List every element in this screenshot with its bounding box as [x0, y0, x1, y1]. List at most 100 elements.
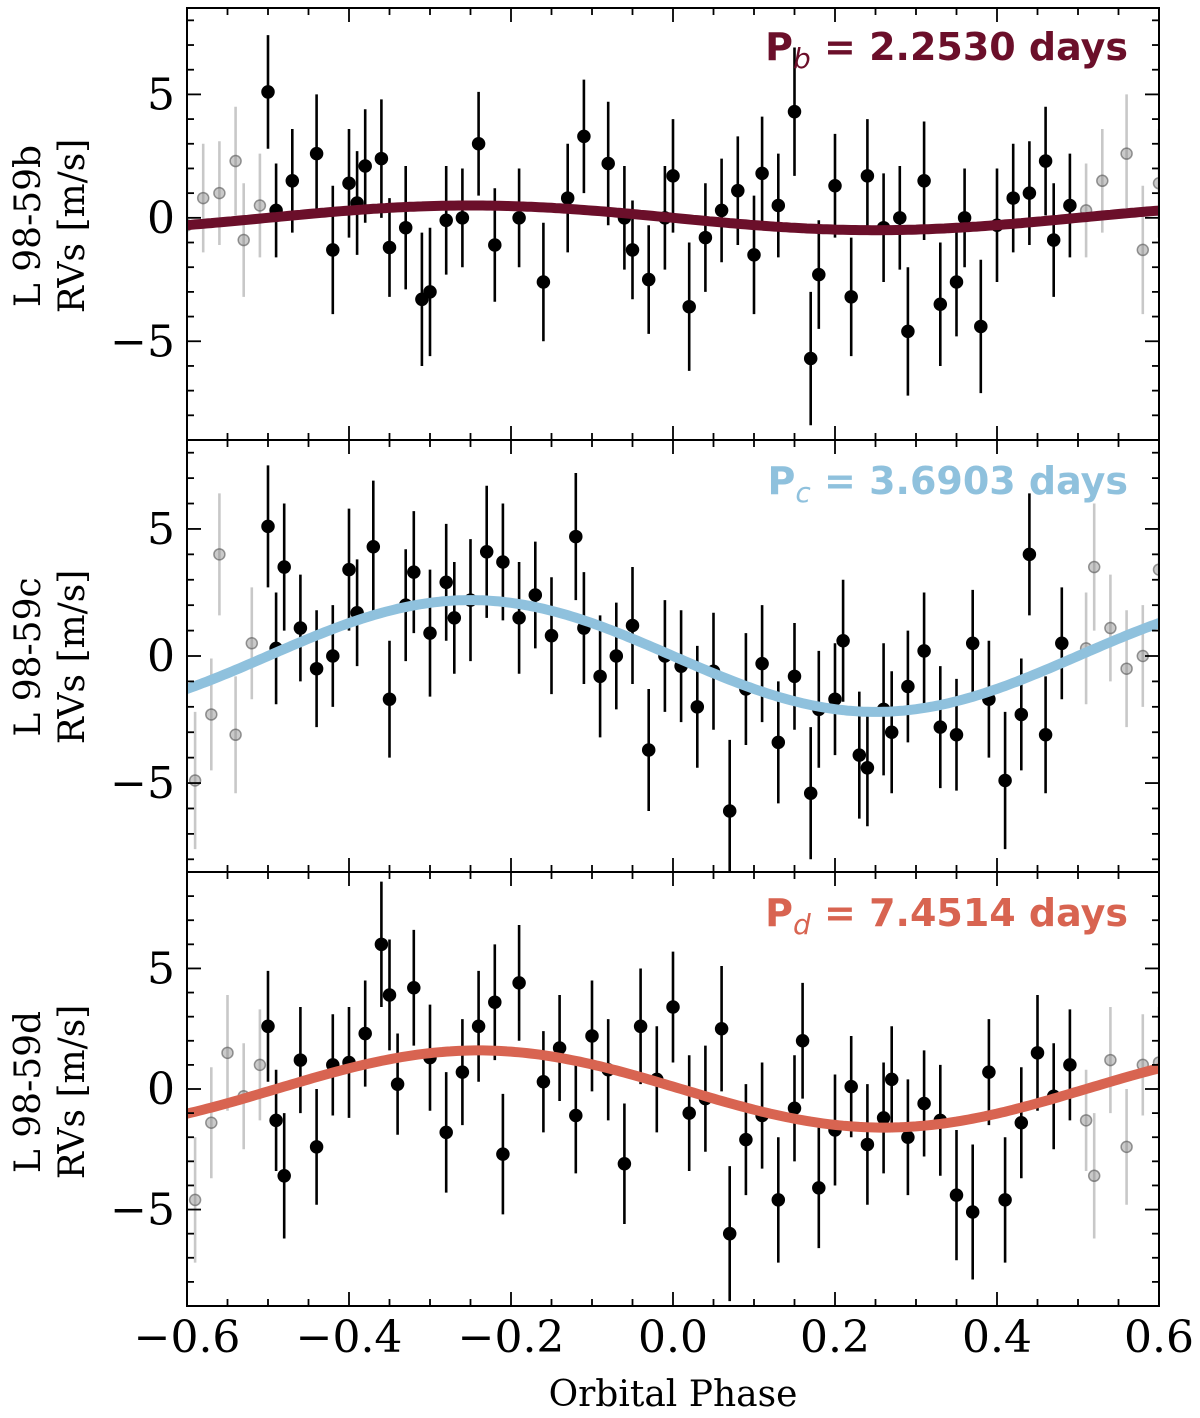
wrapped-data-point — [253, 153, 267, 258]
data-point — [326, 605, 340, 707]
wrapped-data-point — [253, 1009, 267, 1121]
point-marker — [1014, 1116, 1029, 1130]
point-marker — [479, 545, 494, 559]
point-marker — [787, 1101, 802, 1116]
data-point — [382, 198, 397, 297]
ylabel-b-line2: RVs [m/s] — [52, 139, 93, 314]
period-sub-d: d — [793, 908, 811, 941]
data-point — [536, 1031, 551, 1133]
point-marker — [965, 636, 980, 651]
data-point — [965, 1144, 980, 1280]
data-point — [998, 1137, 1012, 1263]
point-marker — [803, 351, 818, 366]
wrapped-data-point — [1087, 1113, 1101, 1239]
point-marker — [407, 980, 421, 995]
point-marker — [188, 1193, 202, 1207]
point-marker — [342, 562, 356, 577]
data-point — [974, 259, 988, 394]
data-point — [682, 1055, 696, 1171]
data-point — [609, 602, 624, 710]
point-marker — [277, 560, 291, 574]
point-marker — [949, 275, 964, 289]
point-marker — [884, 1072, 899, 1087]
data-point — [836, 579, 850, 702]
data-point — [261, 970, 275, 1082]
data-point — [957, 168, 972, 268]
data-point — [390, 1033, 405, 1135]
data-point — [496, 1093, 510, 1215]
point-marker — [1120, 147, 1133, 160]
ylabel-panel-b: L 98-59b RVs [m/s] — [8, 139, 93, 314]
data-point — [633, 968, 648, 1085]
period-label-b: Pb = 2.2530 days — [765, 25, 1128, 75]
point-marker — [1104, 1053, 1117, 1067]
period-prefix-b: P — [765, 25, 793, 69]
data-point — [293, 1007, 308, 1114]
data-point — [682, 242, 696, 371]
data-point — [601, 101, 615, 226]
period-value-d: = 7.4514 days — [811, 891, 1128, 935]
ylabel-d-line2: RVs [m/s] — [52, 1005, 93, 1180]
data-point — [1038, 676, 1053, 794]
data-point — [350, 559, 364, 667]
point-marker — [277, 1169, 291, 1183]
point-marker — [382, 692, 397, 706]
point-marker — [1120, 1140, 1133, 1154]
point-marker — [755, 166, 769, 181]
period-label-d: Pd = 7.4514 days — [765, 891, 1128, 941]
point-marker — [803, 786, 818, 800]
data-point — [787, 622, 802, 730]
point-marker — [237, 233, 250, 247]
point-marker — [625, 618, 640, 633]
point-marker — [917, 1096, 931, 1111]
data-point — [358, 109, 372, 223]
point-marker — [1022, 547, 1037, 562]
point-marker — [253, 199, 267, 212]
point-marker — [1014, 707, 1029, 722]
point-marker — [536, 1075, 551, 1089]
data-point — [893, 165, 907, 270]
data-point — [901, 267, 915, 396]
data-point — [407, 511, 421, 634]
wrapped-data-point — [196, 143, 210, 253]
wrapped-data-point — [229, 676, 242, 794]
data-point — [844, 237, 858, 357]
x-axis-label: Orbital Phase — [549, 1374, 798, 1415]
point-marker — [844, 290, 858, 304]
point-marker — [358, 1026, 372, 1041]
point-marker — [1022, 186, 1037, 200]
point-marker — [544, 628, 559, 643]
point-marker — [213, 186, 226, 200]
point-marker — [836, 634, 850, 648]
point-marker — [205, 1116, 218, 1130]
point-marker — [1046, 233, 1061, 247]
point-marker — [771, 735, 786, 750]
x-tick-label: 0.2 — [800, 1312, 870, 1363]
data-point — [277, 503, 291, 631]
y-tick-label: −5 — [110, 758, 175, 809]
data-point — [358, 980, 372, 1087]
point-marker — [269, 1113, 283, 1128]
data-point — [382, 640, 397, 758]
data-point — [1038, 106, 1053, 216]
data-point — [552, 994, 567, 1102]
point-marker — [690, 700, 705, 714]
data-point — [901, 1079, 915, 1196]
period-value-c: = 3.6903 days — [811, 459, 1128, 503]
y-tick-label: 5 — [147, 69, 175, 120]
panel-c: −5 0 5 — [110, 439, 1160, 873]
y-tick-label: 0 — [147, 1064, 175, 1115]
data-point — [949, 227, 964, 337]
data-point — [512, 925, 526, 1041]
data-point — [342, 128, 356, 238]
wrapped-data-point — [1079, 163, 1093, 258]
data-point — [398, 165, 413, 290]
data-point — [423, 569, 437, 697]
data-point — [544, 577, 559, 695]
data-point — [641, 689, 656, 812]
data-point — [447, 561, 462, 674]
data-point — [560, 143, 575, 253]
point-marker — [698, 230, 713, 245]
data-point — [917, 592, 931, 710]
data-point — [309, 610, 324, 728]
